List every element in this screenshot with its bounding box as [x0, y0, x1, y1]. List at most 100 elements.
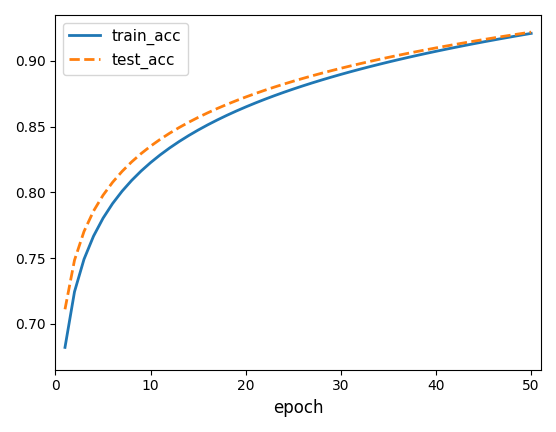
X-axis label: epoch: epoch	[273, 399, 324, 417]
test_acc	[109, 180, 116, 185]
train_acc	[147, 160, 154, 165]
test_acc	[480, 37, 487, 42]
train_acc	[157, 152, 163, 158]
train_acc	[518, 32, 525, 38]
test_acc	[119, 169, 126, 174]
test_acc	[224, 102, 230, 107]
train_acc	[528, 31, 534, 36]
train_acc	[499, 36, 506, 41]
test_acc	[81, 229, 87, 234]
test_acc	[366, 59, 373, 64]
test_acc	[176, 125, 182, 130]
test_acc	[242, 95, 249, 100]
test_acc	[166, 130, 173, 136]
test_acc	[395, 53, 401, 58]
train_acc	[128, 178, 135, 183]
train_acc	[109, 201, 116, 206]
test_acc	[433, 45, 439, 51]
train_acc	[119, 189, 126, 194]
train_acc	[176, 139, 182, 144]
train_acc	[309, 80, 316, 86]
test_acc	[100, 193, 106, 198]
train_acc	[280, 90, 287, 95]
train_acc	[62, 345, 68, 350]
test_acc	[290, 79, 297, 84]
test_acc	[252, 91, 259, 96]
test_acc	[214, 106, 221, 111]
test_acc	[328, 68, 335, 73]
train_acc	[376, 62, 383, 67]
test_acc	[300, 76, 306, 81]
test_acc	[385, 55, 392, 60]
train_acc	[433, 49, 439, 54]
train_acc	[252, 100, 259, 105]
train_acc	[100, 216, 106, 221]
train_acc	[233, 108, 240, 114]
train_acc	[509, 34, 515, 39]
train_acc	[356, 67, 363, 72]
test_acc	[185, 120, 192, 125]
test_acc	[195, 115, 201, 120]
train_acc	[423, 51, 430, 56]
test_acc	[233, 98, 240, 103]
test_acc	[309, 73, 316, 78]
test_acc	[261, 88, 268, 93]
test_acc	[347, 64, 354, 69]
train_acc	[328, 75, 335, 80]
test_acc	[509, 32, 515, 38]
train_acc	[166, 145, 173, 150]
train_acc	[461, 43, 468, 48]
test_acc	[404, 51, 411, 56]
test_acc	[423, 47, 430, 52]
test_acc	[442, 44, 449, 49]
test_acc	[451, 42, 458, 47]
test_acc	[319, 70, 325, 76]
train_acc	[337, 72, 344, 77]
test_acc	[337, 66, 344, 71]
test_acc	[528, 29, 534, 35]
train_acc	[385, 60, 392, 65]
Line: test_acc: test_acc	[65, 32, 531, 309]
test_acc	[280, 82, 287, 87]
test_acc	[376, 57, 383, 62]
train_acc	[224, 113, 230, 118]
Line: train_acc: train_acc	[65, 33, 531, 347]
test_acc	[90, 209, 97, 214]
train_acc	[442, 47, 449, 52]
test_acc	[499, 34, 506, 39]
train_acc	[195, 127, 201, 133]
train_acc	[81, 257, 87, 262]
test_acc	[138, 151, 145, 156]
test_acc	[62, 307, 68, 312]
train_acc	[347, 69, 354, 74]
train_acc	[414, 53, 420, 58]
test_acc	[128, 159, 135, 165]
train_acc	[138, 168, 145, 174]
train_acc	[451, 45, 458, 50]
train_acc	[404, 55, 411, 60]
Legend: train_acc, test_acc: train_acc, test_acc	[63, 22, 188, 75]
train_acc	[319, 77, 325, 83]
test_acc	[356, 61, 363, 66]
train_acc	[490, 38, 497, 43]
train_acc	[205, 122, 211, 127]
test_acc	[205, 110, 211, 115]
train_acc	[71, 289, 78, 294]
train_acc	[290, 86, 297, 92]
train_acc	[480, 39, 487, 44]
test_acc	[147, 143, 154, 149]
train_acc	[214, 118, 221, 123]
test_acc	[471, 38, 478, 44]
test_acc	[271, 85, 277, 90]
train_acc	[185, 133, 192, 138]
train_acc	[261, 97, 268, 102]
train_acc	[366, 64, 373, 69]
train_acc	[271, 93, 277, 98]
train_acc	[471, 41, 478, 46]
train_acc	[242, 105, 249, 110]
test_acc	[157, 137, 163, 142]
test_acc	[71, 257, 78, 263]
test_acc	[490, 35, 497, 41]
test_acc	[414, 49, 420, 54]
train_acc	[395, 57, 401, 62]
